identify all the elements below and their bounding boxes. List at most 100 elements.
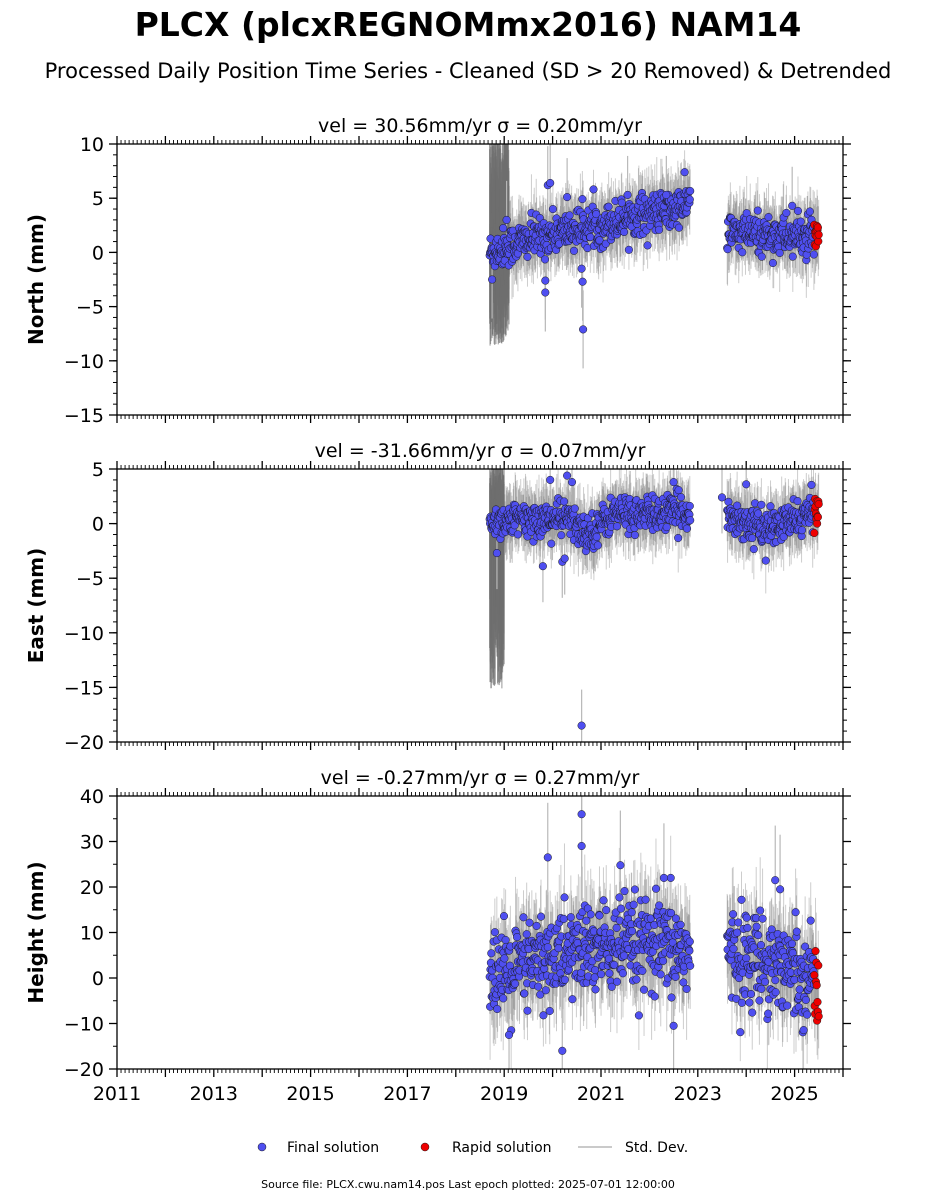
panel-title-north: vel = 30.56mm/yr σ = 0.20mm/yr bbox=[318, 115, 642, 137]
final-point bbox=[510, 521, 519, 530]
data-layer-height bbox=[485, 796, 823, 1069]
y-axis-label-east: East (mm) bbox=[24, 548, 48, 664]
final-point bbox=[685, 501, 694, 511]
rapid-point bbox=[810, 528, 819, 538]
final-point bbox=[796, 217, 805, 226]
final-point bbox=[523, 252, 532, 261]
final-point bbox=[513, 933, 522, 942]
final-point bbox=[520, 989, 529, 998]
final-point bbox=[519, 913, 528, 922]
y-tick-label: −15 bbox=[64, 405, 104, 427]
final-point bbox=[612, 522, 622, 531]
final-point bbox=[499, 912, 509, 921]
final-point-outlier bbox=[563, 471, 572, 480]
final-point-outlier bbox=[669, 478, 678, 487]
final-point-outlier bbox=[662, 190, 671, 199]
final-point bbox=[522, 930, 531, 939]
final-point bbox=[592, 532, 601, 541]
final-point bbox=[805, 207, 814, 216]
figure-subtitle: Processed Daily Position Time Series - C… bbox=[45, 59, 892, 83]
final-point bbox=[643, 241, 652, 250]
final-point bbox=[738, 248, 747, 257]
final-point bbox=[578, 195, 587, 204]
final-point-outlier bbox=[538, 562, 547, 571]
final-point bbox=[662, 523, 671, 532]
final-point bbox=[723, 245, 732, 254]
panel-height: vel = -0.27mm/yr σ = 0.27mm/yr Height (mm… bbox=[24, 767, 851, 1105]
final-point bbox=[540, 255, 550, 264]
final-point-outlier bbox=[541, 276, 550, 285]
final-point bbox=[742, 209, 751, 218]
rapid-point bbox=[814, 230, 823, 239]
final-point bbox=[604, 202, 613, 211]
final-point bbox=[620, 227, 629, 237]
rapid-point bbox=[813, 513, 822, 522]
final-point bbox=[501, 935, 510, 945]
final-point bbox=[499, 224, 508, 233]
y-tick-label: 10 bbox=[80, 134, 104, 156]
y-tick-label: 5 bbox=[92, 459, 104, 481]
y-tick-label: −5 bbox=[76, 297, 104, 319]
y-axis-label-height: Height (mm) bbox=[24, 861, 48, 1003]
final-point bbox=[757, 252, 766, 261]
final-point bbox=[586, 233, 595, 242]
y-tick-label: −10 bbox=[64, 623, 104, 645]
final-point bbox=[686, 516, 695, 525]
final-point bbox=[523, 1006, 532, 1015]
final-point bbox=[500, 954, 509, 963]
y-tick-label: 5 bbox=[92, 188, 104, 210]
final-point bbox=[557, 531, 566, 540]
points-east bbox=[485, 471, 823, 730]
final-point bbox=[749, 545, 758, 554]
final-point bbox=[630, 531, 639, 540]
final-point bbox=[680, 168, 689, 177]
final-point-outlier bbox=[577, 721, 586, 730]
final-point bbox=[782, 208, 791, 217]
points-north bbox=[485, 168, 823, 334]
final-point bbox=[764, 213, 773, 222]
final-point-outlier bbox=[578, 277, 587, 286]
final-point bbox=[686, 186, 695, 196]
final-point-outlier bbox=[577, 264, 586, 273]
final-point-outlier bbox=[546, 475, 555, 484]
final-point-outlier bbox=[488, 275, 497, 284]
final-point-outlier bbox=[788, 201, 797, 210]
final-point bbox=[809, 250, 818, 259]
final-point bbox=[724, 497, 733, 506]
final-point-outlier bbox=[742, 480, 751, 489]
final-point-outlier bbox=[623, 190, 632, 199]
final-point-outlier bbox=[567, 478, 577, 487]
final-point bbox=[768, 258, 777, 268]
final-point bbox=[655, 225, 664, 234]
final-point bbox=[524, 944, 533, 954]
rapid-point bbox=[814, 500, 823, 509]
final-point bbox=[570, 504, 579, 513]
rapid-point bbox=[813, 223, 822, 232]
final-point-outlier bbox=[492, 549, 501, 558]
panel-north: vel = 30.56mm/yr σ = 0.20mm/yr North (mm)… bbox=[24, 115, 851, 427]
final-point bbox=[753, 206, 762, 215]
final-point bbox=[766, 502, 775, 511]
final-point bbox=[560, 497, 569, 506]
final-point bbox=[493, 1004, 502, 1014]
final-point bbox=[565, 211, 574, 220]
final-point bbox=[788, 252, 797, 261]
final-point bbox=[569, 246, 579, 255]
final-point bbox=[757, 500, 766, 509]
final-point bbox=[797, 526, 807, 535]
final-point bbox=[548, 205, 557, 214]
final-point bbox=[487, 949, 496, 958]
final-point bbox=[595, 236, 604, 245]
final-point bbox=[793, 206, 803, 215]
data-layer-east bbox=[485, 469, 823, 742]
final-point bbox=[674, 223, 684, 232]
final-point bbox=[674, 486, 683, 495]
final-point bbox=[499, 994, 508, 1003]
panel-east: vel = -31.66mm/yr σ = 0.07mm/yr East (mm)… bbox=[24, 440, 851, 754]
y-tick-label: −20 bbox=[64, 732, 104, 754]
final-point-outlier bbox=[579, 325, 588, 334]
y-tick-label: −5 bbox=[76, 568, 104, 590]
final-point bbox=[513, 530, 522, 539]
final-point bbox=[676, 493, 686, 502]
